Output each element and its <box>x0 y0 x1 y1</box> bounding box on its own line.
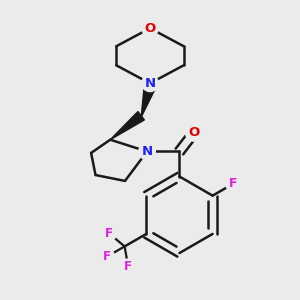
Circle shape <box>139 143 155 160</box>
Polygon shape <box>141 85 156 117</box>
Circle shape <box>142 75 158 92</box>
Circle shape <box>121 259 135 273</box>
Text: F: F <box>124 260 132 273</box>
Circle shape <box>102 226 116 241</box>
Text: F: F <box>105 227 113 240</box>
Text: O: O <box>188 126 200 139</box>
Circle shape <box>100 249 114 263</box>
Text: F: F <box>229 177 237 190</box>
Text: O: O <box>144 22 156 35</box>
Circle shape <box>142 20 158 37</box>
Circle shape <box>226 176 240 191</box>
Circle shape <box>185 124 203 141</box>
Polygon shape <box>110 112 144 140</box>
Text: F: F <box>103 250 111 263</box>
Text: N: N <box>142 145 153 158</box>
Text: N: N <box>144 77 156 90</box>
